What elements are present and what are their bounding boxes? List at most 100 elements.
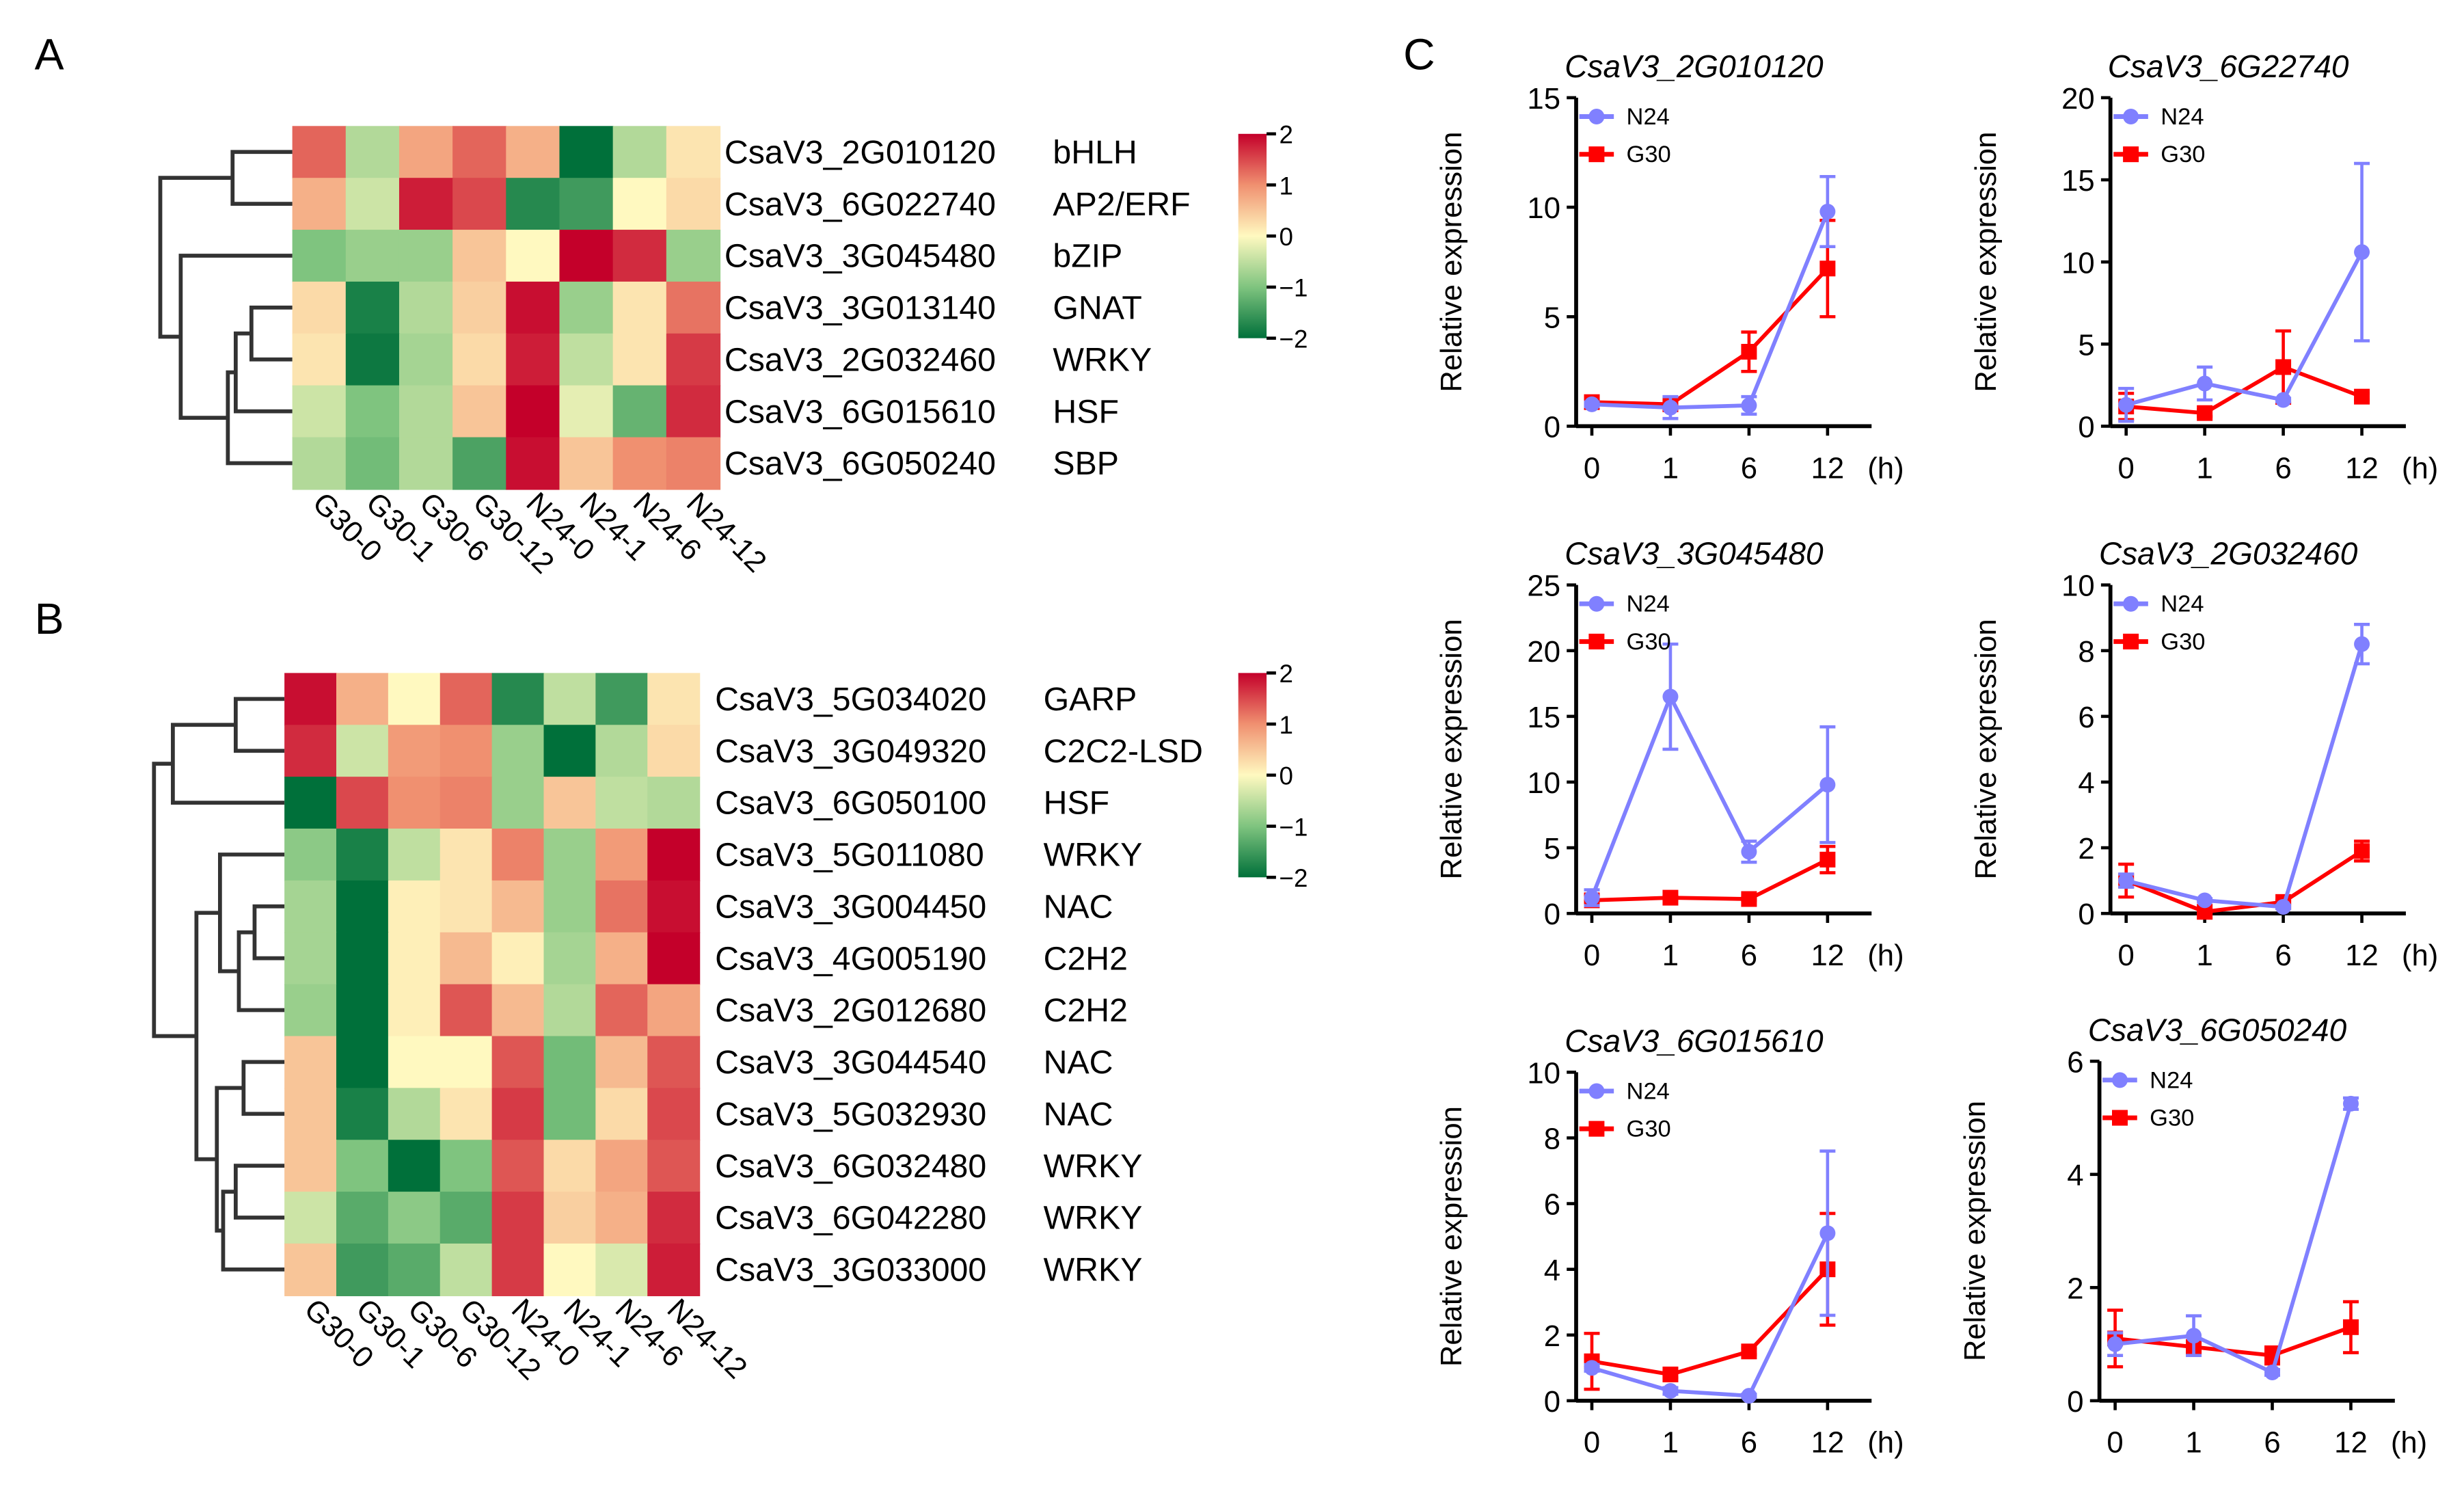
data-point: [1741, 891, 1757, 907]
data-point: [2354, 843, 2370, 859]
heatmap-cell: [595, 984, 649, 1037]
heatmap-cell: [647, 1192, 701, 1245]
heatmap-cell: [543, 984, 597, 1037]
data-point: [1741, 397, 1757, 414]
heatmap-cell: [345, 437, 401, 490]
family-label: C2C2-LSD: [1044, 733, 1203, 770]
heatmap-cell: [595, 725, 649, 778]
series-G30: [1584, 1211, 1836, 1391]
x-unit-label: (h): [1867, 1426, 1904, 1460]
colorbar-tick-label: −1: [1279, 813, 1308, 841]
heatmap-cell: [284, 725, 338, 778]
heatmap-cell: [666, 126, 721, 179]
heatmap-cell: [292, 281, 347, 334]
heatmap-cell: [284, 829, 338, 882]
line-chart-CsaV3_3G045480: CsaV3_3G045480 0 5 10 15 20 25 0 1 6 12 (h) Relative…: [1435, 536, 1904, 972]
y-tick-label: 0: [1544, 898, 1560, 931]
data-point: [1819, 851, 1836, 868]
heatmap-cell: [452, 178, 507, 231]
heatmap-cell: [284, 984, 338, 1037]
heatmap-cell: [336, 1036, 390, 1089]
heatmap-cell: [439, 673, 493, 726]
series-G30: [1584, 219, 1836, 412]
heatmap-B: CsaV3_5G034020 GARP CsaV3_3G049320 C2C2-LSD…: [152, 660, 1308, 1386]
data-point: [1584, 1360, 1600, 1376]
heatmap-cell: [595, 777, 649, 830]
heatmap-cell: [491, 1088, 545, 1141]
colorbar-tick-label: 0: [1279, 223, 1292, 251]
legend-marker: [1588, 1083, 1605, 1099]
heatmap-cell: [595, 1088, 649, 1141]
gene-label: CsaV3_3G044540: [715, 1044, 986, 1081]
x-unit-label: (h): [2402, 451, 2438, 485]
family-label: HSF: [1044, 785, 1110, 822]
heatmap-cell: [284, 1036, 338, 1089]
y-tick-label: 10: [2061, 246, 2095, 280]
y-axis-label: Relative expression: [1969, 132, 2003, 392]
heatmap-cell: [595, 880, 649, 933]
heatmap-cell: [647, 1088, 701, 1141]
legend-marker: [1588, 595, 1605, 612]
heatmap-cell: [398, 230, 454, 283]
heatmap-cell: [452, 281, 507, 334]
data-point: [2186, 1328, 2202, 1344]
heatmap-cell: [398, 437, 454, 490]
heatmap-cell: [491, 777, 545, 830]
x-tick-label: 6: [2275, 451, 2291, 485]
heatmap-cell: [336, 880, 390, 933]
y-tick-label: 0: [1544, 1385, 1560, 1419]
heatmap-cell: [647, 1140, 701, 1193]
heatmap-cell: [543, 880, 597, 933]
colorbar-tick-label: −2: [1279, 325, 1308, 353]
heatmap-cell: [292, 437, 347, 490]
heatmap-cell: [345, 230, 401, 283]
y-tick-label: 4: [2078, 766, 2094, 800]
data-point: [1741, 344, 1757, 360]
data-point: [1819, 1225, 1836, 1242]
heatmap-cell: [336, 829, 390, 882]
family-label: C2H2: [1044, 940, 1128, 977]
heatmap-cell: [491, 829, 545, 882]
x-tick-label: 12: [2345, 939, 2379, 972]
gene-label: CsaV3_6G015610: [725, 393, 996, 430]
legend-label: G30: [2150, 1105, 2194, 1131]
gene-label: CsaV3_5G011080: [715, 837, 984, 874]
y-axis-label: Relative expression: [1969, 619, 2003, 879]
heatmap-cell: [336, 1140, 390, 1193]
heatmap-cell: [543, 932, 597, 985]
heatmap-cell: [559, 385, 614, 438]
line-chart-CsaV3_6G050240: CsaV3_6G050240 0 2 4 6 0 1 6 12 (h) Relative expre…: [1958, 1012, 2427, 1459]
panel-label-a: A: [35, 30, 64, 79]
heatmap-cell: [595, 673, 649, 726]
heatmap-cell: [612, 437, 667, 490]
y-tick-label: 20: [2061, 82, 2095, 116]
heatmap-cell: [666, 333, 721, 386]
y-tick-label: 0: [2067, 1385, 2083, 1419]
heatmap-cell: [612, 230, 667, 283]
heatmap-cell: [336, 1192, 390, 1245]
data-point: [1584, 396, 1600, 412]
data-point: [2197, 892, 2213, 909]
x-tick-label: 6: [1741, 451, 1757, 485]
heatmap-cell: [543, 777, 597, 830]
legend-marker: [2112, 1110, 2128, 1126]
gene-label: CsaV3_6G022740: [725, 186, 996, 223]
data-point: [1662, 1366, 1679, 1382]
y-tick-label: 4: [2067, 1159, 2083, 1192]
heatmap-cell: [612, 385, 667, 438]
heatmap-cell: [647, 673, 701, 726]
heatmap-cell: [506, 230, 560, 283]
heatmap-cell: [292, 178, 347, 231]
heatmap-cell: [559, 437, 614, 490]
heatmap-cell: [284, 1243, 338, 1296]
family-label: AP2/ERF: [1053, 186, 1190, 223]
y-tick-label: 15: [1527, 82, 1560, 116]
heatmap-cell: [439, 1088, 493, 1141]
heatmap-cell: [388, 932, 441, 985]
line-chart-CsaV3_2G010120: CsaV3_2G010120 0 5 10 15 0 1 6 12 (h) Relative exp…: [1435, 49, 1904, 485]
heatmap-cell: [345, 178, 401, 231]
family-label: bHLH: [1053, 134, 1137, 171]
heatmap-cell: [388, 1088, 441, 1141]
colorbar-tick-label: 1: [1279, 172, 1292, 200]
